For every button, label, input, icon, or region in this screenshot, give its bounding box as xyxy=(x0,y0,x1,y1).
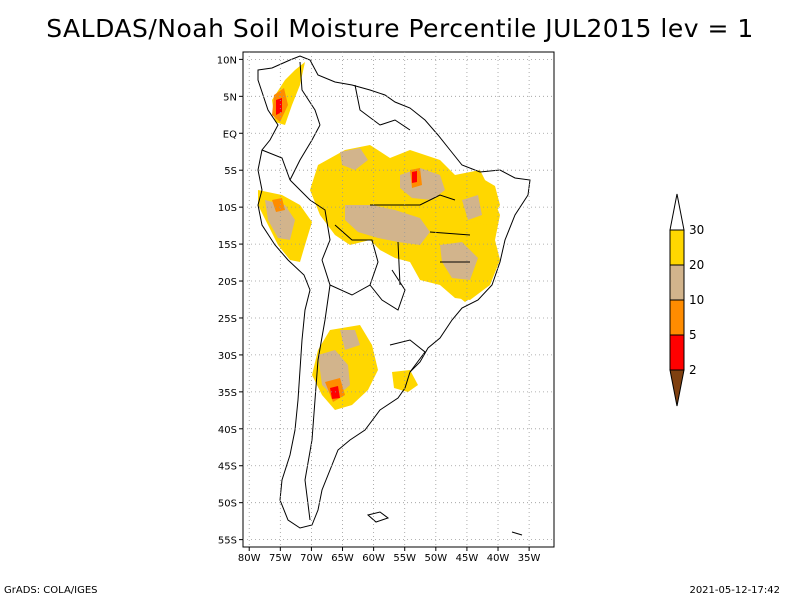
lat-tick-label: 35S xyxy=(218,388,237,399)
legend-top-arrow xyxy=(669,193,685,231)
lon-tick-label: 50W xyxy=(425,553,448,564)
border-brazil-states xyxy=(370,194,471,286)
lat-tick-label: 25S xyxy=(218,314,237,325)
border-ecuador-peru xyxy=(261,149,291,181)
south-georgia xyxy=(511,531,523,536)
footer-credit: GrADS: COLA/IGES xyxy=(4,585,98,596)
border-colombia-venezuela xyxy=(299,61,321,126)
lat-tick-label: 15S xyxy=(218,240,237,251)
lon-tick-label: 35W xyxy=(518,553,541,564)
lat-tick-label: 30S xyxy=(218,351,237,362)
legend-label: 10 xyxy=(689,293,704,307)
legend-label: 5 xyxy=(689,328,697,342)
lon-tick-label: 70W xyxy=(300,553,323,564)
legend-color-box xyxy=(669,299,685,336)
legend-label: 30 xyxy=(689,223,704,237)
border-paraguay xyxy=(369,269,406,311)
lat-tick-label: 10S xyxy=(218,203,237,214)
footer-timestamp: 2021-05-12-17:42 xyxy=(689,585,780,596)
shade-20-central xyxy=(345,205,430,245)
lat-tick-label: 40S xyxy=(218,425,237,436)
shade-5-para xyxy=(412,171,417,183)
shade-20-argentina-north xyxy=(340,330,360,350)
percentile-shading xyxy=(258,62,500,410)
falkland-islands xyxy=(366,511,390,523)
shade-5-colombia xyxy=(276,98,282,115)
grid-lines xyxy=(243,52,554,547)
border-uruguay xyxy=(389,339,426,373)
shade-20-amazon-north xyxy=(340,148,368,170)
lat-tick-label: 5N xyxy=(223,92,237,103)
lon-tick-label: 60W xyxy=(362,553,385,564)
legend-label: 20 xyxy=(689,258,704,272)
latitude-ticks: 10N 5N EQ 5S 10S 15S 20S 25S 30S 35S 40S 45S 50S 55S xyxy=(217,55,243,547)
lon-tick-label: 65W xyxy=(331,553,354,564)
longitude-ticks: 80W 75W 70W 65W 60W 55W 50W 45W 40W 35W xyxy=(238,547,541,564)
shade-20-minas xyxy=(440,242,478,280)
map-title: SALDAS/Noah Soil Moisture Percentile JUL… xyxy=(46,14,754,43)
coastlines-and-borders xyxy=(257,55,531,536)
legend-color-box xyxy=(669,334,685,371)
lat-tick-label: 45S xyxy=(218,462,237,473)
border-peru-brazil xyxy=(289,179,331,261)
legend-color-box xyxy=(669,264,685,301)
lat-tick-label: EQ xyxy=(223,129,237,140)
lat-tick-label: 20S xyxy=(218,277,237,288)
legend-label: 2 xyxy=(689,363,697,377)
legend-color-box xyxy=(669,229,685,266)
shade-30-southeast xyxy=(455,276,478,302)
south-america-coastline xyxy=(257,55,531,529)
lon-tick-label: 45W xyxy=(456,553,479,564)
shade-5-argentina xyxy=(330,386,340,399)
lon-tick-label: 80W xyxy=(238,553,261,564)
lon-tick-label: 75W xyxy=(269,553,292,564)
shade-10-peru xyxy=(272,198,285,212)
lon-tick-label: 55W xyxy=(393,553,416,564)
lat-tick-label: 55S xyxy=(218,536,237,547)
lat-tick-label: 10N xyxy=(217,55,237,66)
lat-tick-label: 5S xyxy=(224,166,237,177)
border-bolivia xyxy=(321,224,379,296)
color-legend: 30 20 10 5 2 xyxy=(669,193,704,407)
lon-tick-label: 40W xyxy=(487,553,510,564)
border-venezuela-guyana xyxy=(354,84,411,131)
map-plot-area: 80W 75W 70W 65W 60W 55W 50W 45W 40W 35W 10N 5N EQ 5S… xyxy=(217,51,555,564)
legend-bottom-arrow xyxy=(669,369,685,407)
map-frame xyxy=(242,51,555,548)
lat-tick-label: 50S xyxy=(218,499,237,510)
border-argentina-chile xyxy=(304,284,331,521)
